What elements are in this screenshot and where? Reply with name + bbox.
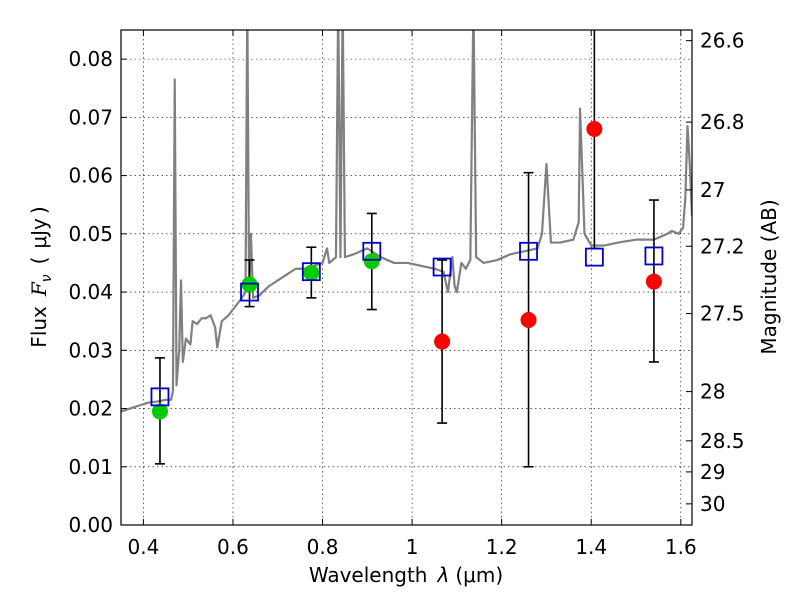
y-axis-label: FluxFν(μJy) — [27, 206, 55, 347]
x-tick-label: 1.4 — [575, 535, 607, 559]
data-point — [520, 312, 537, 329]
model-point — [150, 387, 170, 407]
y-tick-label: 0.04 — [68, 280, 113, 304]
x-tick-label: 1.6 — [665, 535, 697, 559]
data-point — [586, 121, 603, 137]
y-tick-label: 0.06 — [68, 164, 113, 188]
data-point — [363, 253, 380, 270]
model-point — [584, 247, 604, 267]
y2-tick-label: 28.5 — [700, 429, 745, 453]
data-point — [434, 333, 451, 350]
y-tick-label: 0.08 — [68, 47, 113, 71]
data-point — [151, 403, 168, 420]
y-tick-label: 0.01 — [68, 455, 113, 479]
y2-tick-label: 27.2 — [700, 234, 745, 258]
model-point — [362, 241, 382, 261]
data-point — [645, 273, 662, 290]
y2-tick-label: 26.8 — [700, 110, 745, 134]
plot-area — [121, 30, 692, 468]
model-point — [301, 262, 321, 282]
y-tick-label: 0.02 — [68, 397, 113, 421]
x-axis-label: Wavelength λ (μm) — [309, 563, 503, 587]
y-tick-label: 0.03 — [68, 338, 113, 362]
x-tick-label: 0.4 — [127, 535, 159, 559]
model-point — [519, 241, 538, 261]
y2-tick-label: 26.6 — [700, 29, 745, 53]
model-point — [644, 246, 664, 266]
plot-frame — [120, 29, 693, 526]
y2-tick-label: 30 — [700, 492, 725, 516]
data-point — [241, 276, 258, 293]
model-point — [432, 257, 452, 277]
x-tick-label: 1 — [406, 535, 419, 559]
model-point — [240, 282, 259, 302]
x-tick-label: 1.2 — [486, 535, 518, 559]
x-tick-label: 0.6 — [217, 535, 249, 559]
grid — [121, 30, 692, 526]
data-point — [303, 264, 320, 281]
y-tick-label: 0.00 — [68, 513, 113, 537]
y2-tick-label: 28 — [700, 380, 725, 404]
model-spectrum-line — [121, 30, 692, 413]
y2-tick-label: 27.5 — [700, 302, 745, 326]
y2-axis-label: Magnitude (AB) — [757, 199, 781, 354]
x-tick-label: 0.8 — [307, 535, 339, 559]
y2-tick-label: 29 — [700, 460, 725, 484]
y-tick-label: 0.07 — [68, 105, 113, 129]
y-tick-label: 0.05 — [68, 222, 113, 246]
ticks: 0.4 0.6 0.8 1 1.2 1.4 1.6 0.00 0.01 0.02 0.03 0.04 0… — [68, 29, 744, 559]
y2-tick-label: 27 — [700, 178, 725, 202]
